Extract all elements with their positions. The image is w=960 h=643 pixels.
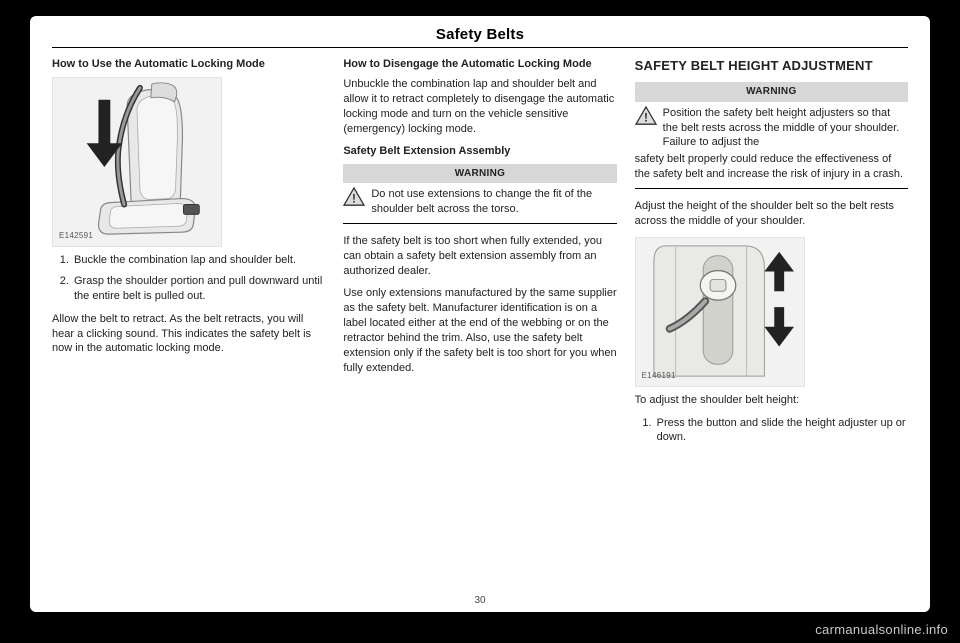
- height-adjuster-illustration: [636, 238, 804, 386]
- warning-triangle-icon: !: [343, 187, 365, 207]
- col2-heading2: Safety Belt Extension Assembly: [343, 145, 616, 158]
- warning-box-height: WARNING ! Position the safety belt heigh…: [635, 82, 908, 189]
- figure-seat-belt: E142591: [52, 77, 222, 247]
- col3-para1: Adjust the height of the shoulder belt s…: [635, 199, 908, 229]
- col1-para: Allow the belt to retract. As the belt r…: [52, 312, 325, 357]
- warning-text-rest: safety belt properly could reduce the ef…: [635, 152, 908, 182]
- manual-page: Safety Belts How to Use the Automatic Lo…: [30, 16, 930, 612]
- col3-para2: To adjust the shoulder belt height:: [635, 393, 908, 408]
- page-number: 30: [30, 595, 930, 606]
- svg-text:!: !: [352, 192, 356, 206]
- col2-para1: Unbuckle the combination lap and shoulde…: [343, 77, 616, 136]
- svg-text:!: !: [644, 110, 648, 124]
- col3-heading: SAFETY BELT HEIGHT ADJUSTMENT: [635, 58, 908, 74]
- warning-text-lead: Position the safety belt height adjuster…: [663, 106, 908, 151]
- col1-heading: How to Use the Automatic Locking Mode: [52, 58, 325, 71]
- warning-label: WARNING: [343, 164, 616, 184]
- warning-triangle-icon: !: [635, 106, 657, 126]
- title-divider: [52, 47, 908, 48]
- warning-box-extension: WARNING ! Do not use extensions to chang…: [343, 164, 616, 224]
- col1-steps: Buckle the combination lap and shoulder …: [52, 253, 325, 304]
- warning-content: ! Do not use extensions to change the fi…: [343, 187, 616, 217]
- warning-text: Do not use extensions to change the fit …: [371, 187, 616, 217]
- warning-content: ! Position the safety belt height adjust…: [635, 106, 908, 151]
- col2-para3: Use only extensions manufactured by the …: [343, 286, 616, 375]
- column-1: How to Use the Automatic Locking Mode: [52, 58, 325, 453]
- watermark: carmanualsonline.info: [815, 622, 948, 637]
- figure1-label: E142591: [59, 231, 93, 242]
- seat-belt-illustration: [53, 78, 221, 246]
- col2-heading1: How to Disengage the Automatic Locking M…: [343, 58, 616, 71]
- list-item: Press the button and slide the height ad…: [655, 416, 908, 446]
- col2-para2: If the safety belt is too short when ful…: [343, 234, 616, 279]
- figure2-label: E146191: [642, 371, 676, 382]
- column-2: How to Disengage the Automatic Locking M…: [343, 58, 616, 453]
- list-item: Grasp the shoulder portion and pull down…: [72, 274, 325, 304]
- content-columns: How to Use the Automatic Locking Mode: [52, 58, 908, 453]
- col3-steps: Press the button and slide the height ad…: [635, 416, 908, 446]
- column-3: SAFETY BELT HEIGHT ADJUSTMENT WARNING ! …: [635, 58, 908, 453]
- figure-height-adjuster: E146191: [635, 237, 805, 387]
- page-title: Safety Belts: [52, 26, 908, 43]
- warning-label: WARNING: [635, 82, 908, 102]
- list-item: Buckle the combination lap and shoulder …: [72, 253, 325, 268]
